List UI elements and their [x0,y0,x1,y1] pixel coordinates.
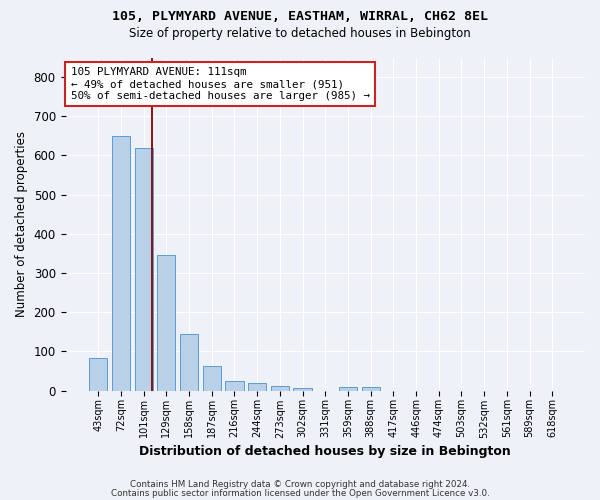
Text: Contains HM Land Registry data © Crown copyright and database right 2024.: Contains HM Land Registry data © Crown c… [130,480,470,489]
Bar [89,358,107,390]
Bar [134,148,153,390]
Bar [271,386,289,390]
Text: 105, PLYMYARD AVENUE, EASTHAM, WIRRAL, CH62 8EL: 105, PLYMYARD AVENUE, EASTHAM, WIRRAL, C… [112,10,488,23]
Bar [293,388,311,390]
Text: 105 PLYMYARD AVENUE: 111sqm
← 49% of detached houses are smaller (951)
50% of se: 105 PLYMYARD AVENUE: 111sqm ← 49% of det… [71,68,370,100]
Bar [180,334,198,390]
Bar [226,380,244,390]
X-axis label: Distribution of detached houses by size in Bebington: Distribution of detached houses by size … [139,444,511,458]
Text: Size of property relative to detached houses in Bebington: Size of property relative to detached ho… [129,28,471,40]
Text: Contains public sector information licensed under the Open Government Licence v3: Contains public sector information licen… [110,488,490,498]
Bar [248,382,266,390]
Bar [112,136,130,390]
Bar [157,256,175,390]
Bar [362,388,380,390]
Bar [339,388,357,390]
Bar [203,366,221,390]
Y-axis label: Number of detached properties: Number of detached properties [15,131,28,317]
